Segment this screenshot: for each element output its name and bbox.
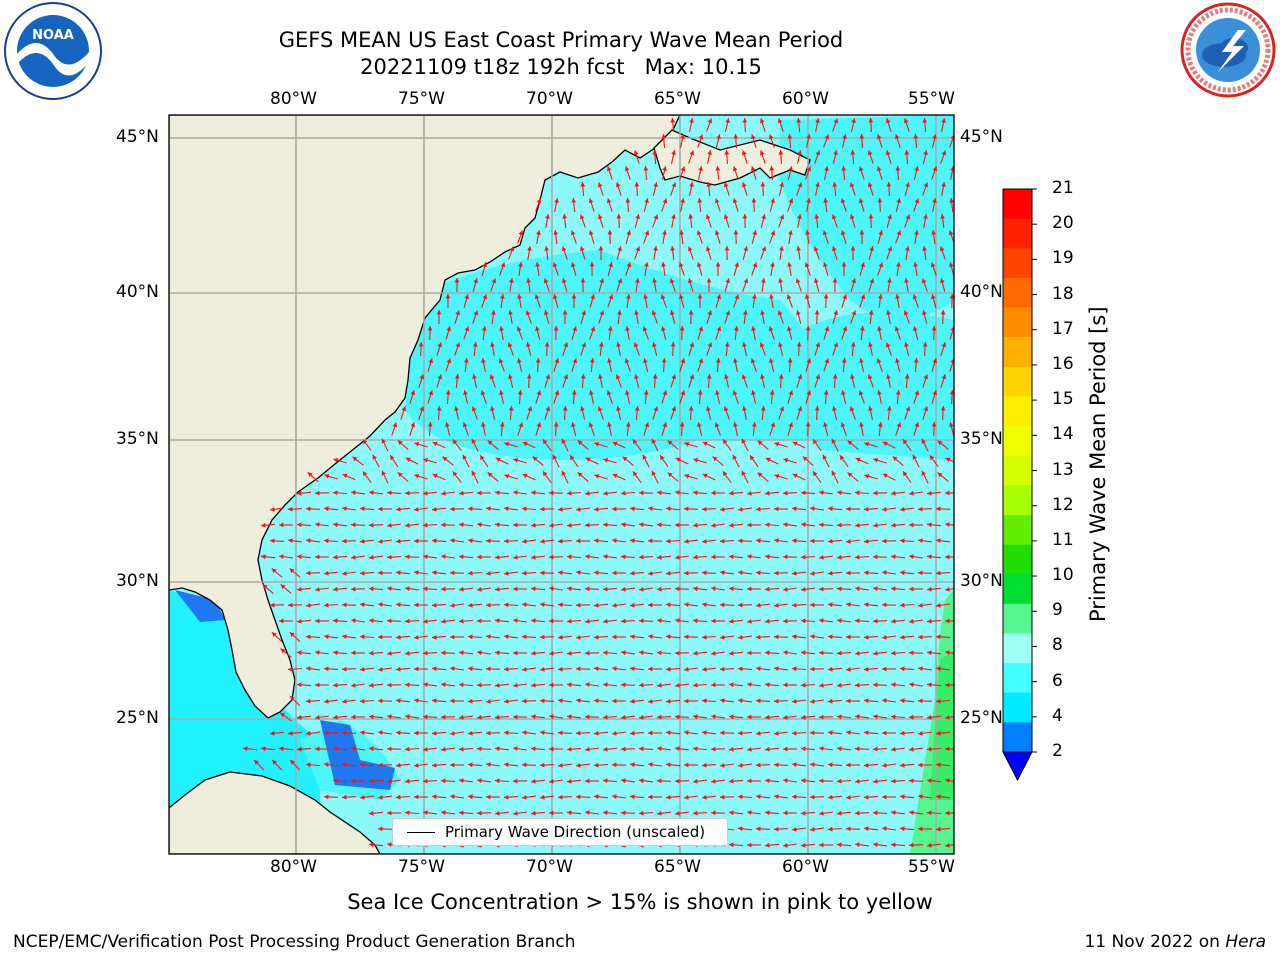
map-title-line1: GEFS MEAN US East Coast Primary Wave Mea… [278,28,844,52]
colorbar-underflow-arrow [1002,751,1033,782]
lon-tick-top-55w: 55°W [908,89,955,109]
colorbar-segment [1003,189,1032,220]
colorbar-tick-label: 8 [1052,635,1063,656]
colorbar-tick-label: 11 [1052,529,1074,550]
colorbar-segment [1003,574,1032,605]
map-frame [168,114,955,855]
lon-tick-top-80w: 80°W [270,89,317,109]
legend-line-sample [407,832,435,833]
colorbar-segment [1003,692,1032,723]
lon-tick-bottom-80w: 80°W [270,857,317,877]
lat-tick-left-45n: 45°N [116,127,159,147]
colorbar-segment [1003,603,1032,634]
colorbar-tick-label: 14 [1052,424,1074,445]
colorbar-tick-label: 18 [1052,283,1074,304]
colorbar-segment [1003,248,1032,279]
colorbar [1002,188,1037,782]
colorbar-tick-label: 13 [1052,459,1074,480]
lat-tick-right-40n: 40°N [960,282,1003,302]
lon-tick-top-75w: 75°W [398,89,445,109]
colorbar-tick-label: 2 [1052,741,1063,761]
colorbar-segment [1003,307,1032,338]
lat-tick-left-30n: 30°N [116,571,159,591]
colorbar-segment [1003,366,1032,397]
footer-date: 11 Nov 2022 on [1084,932,1226,952]
sea-ice-note: Sea Ice Concentration > 15% is shown in … [0,890,1280,914]
lon-tick-top-65w: 65°W [654,89,701,109]
lon-tick-bottom-55w: 55°W [908,857,955,877]
colorbar-segment [1003,396,1032,427]
colorbar-tick-label: 15 [1052,389,1074,410]
lon-tick-top-70w: 70°W [526,89,573,109]
footer-left: NCEP/EMC/Verification Post Processing Pr… [13,932,576,952]
colorbar-tick-label: 4 [1052,705,1063,726]
colorbar-tick-label: 17 [1052,318,1074,339]
colorbar-tick-label: 6 [1052,670,1063,691]
colorbar-tick-label: 21 [1052,178,1074,198]
colorbar-tick-label: 12 [1052,494,1074,515]
lon-tick-top-60w: 60°W [782,89,829,109]
lat-tick-right-25n: 25°N [960,708,1003,728]
colorbar-segment [1003,426,1032,457]
colorbar-segment [1003,663,1032,694]
lat-tick-left-35n: 35°N [116,429,159,449]
colorbar-tick-label: 19 [1052,248,1074,269]
noaa-logo-text: NOAA [32,28,74,43]
lat-tick-left-25n: 25°N [116,708,159,728]
colorbar-label: Primary Wave Mean Period [s] [1086,306,1110,622]
colorbar-segment [1003,514,1032,546]
colorbar-tick-label: 16 [1052,353,1074,374]
colorbar-tick-label: 10 [1052,565,1074,586]
colorbar-segment [1003,337,1032,368]
lat-tick-right-35n: 35°N [960,429,1003,449]
noaa-logo: NOAA [4,2,102,100]
colorbar-tick-label: 9 [1052,600,1063,621]
colorbar-segment [1003,633,1032,664]
lat-tick-right-30n: 30°N [960,571,1003,591]
colorbar-tick-label: 20 [1052,213,1074,234]
lat-tick-left-40n: 40°N [116,282,159,302]
nws-logo [1180,2,1276,98]
map-title-line2: 20221109 t18z 192h fcst Max: 10.15 [360,55,762,79]
colorbar-segment [1003,455,1032,486]
footer-right: 11 Nov 2022 on Hera [1084,932,1266,952]
footer-machine: Hera [1225,932,1266,952]
legend-label: Primary Wave Direction (unscaled) [445,823,706,841]
lat-tick-right-45n: 45°N [960,127,1003,147]
lon-tick-bottom-65w: 65°W [654,857,701,877]
colorbar-segment [1003,485,1032,516]
map-legend: Primary Wave Direction (unscaled) [392,818,728,846]
colorbar-segment [1003,218,1032,249]
colorbar-segment [1003,277,1032,309]
colorbar-segment [1003,544,1032,575]
lon-tick-bottom-70w: 70°W [526,857,573,877]
sea-ice-note-text: Sea Ice Concentration > 15% is shown in … [347,890,933,914]
lon-tick-bottom-75w: 75°W [398,857,445,877]
lon-tick-bottom-60w: 60°W [782,857,829,877]
colorbar-segment [1003,722,1032,753]
